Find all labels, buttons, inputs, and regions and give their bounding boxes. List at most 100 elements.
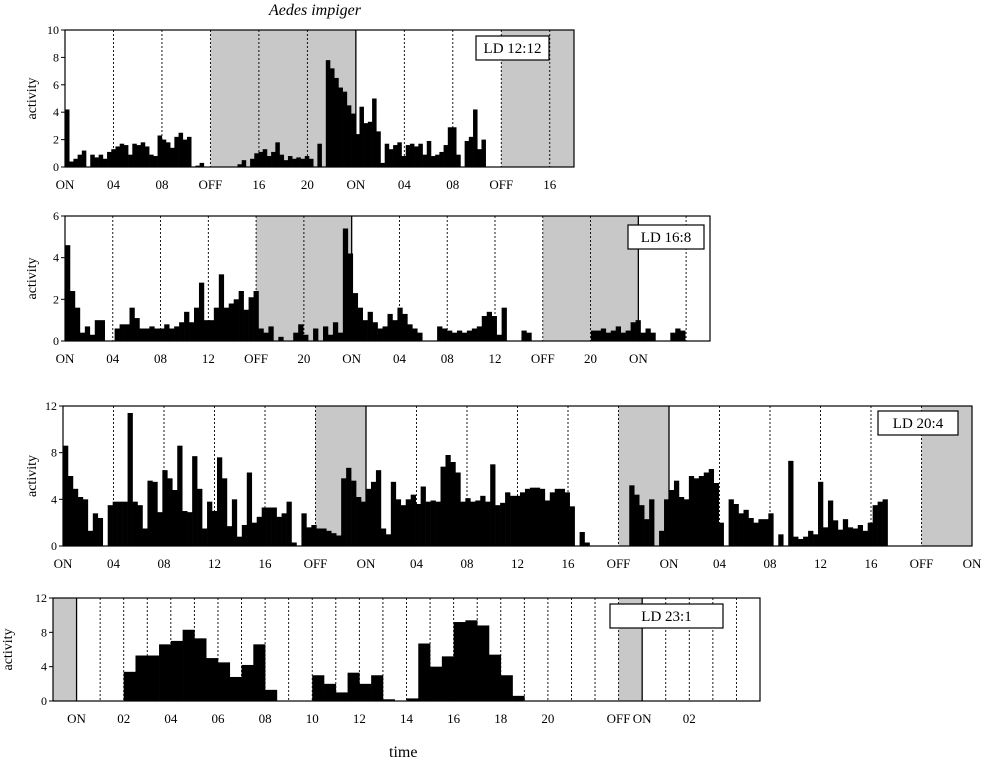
activity-bar <box>471 328 478 341</box>
activity-bar <box>464 140 470 167</box>
activity-bar <box>669 490 675 546</box>
y-tick-label: 0 <box>53 160 59 174</box>
activity-bar <box>177 445 183 546</box>
activity-bar <box>461 332 468 341</box>
activity-bar <box>275 142 280 167</box>
activity-bar <box>129 307 135 341</box>
activity-bar <box>743 509 749 546</box>
activity-bar <box>486 311 492 341</box>
activity-bar <box>102 158 108 167</box>
activity-bar <box>440 466 446 546</box>
activity-bar <box>409 143 415 167</box>
activity-bar <box>534 487 541 546</box>
activity-bar <box>397 142 402 167</box>
activity-bar <box>372 98 377 167</box>
activity-bar <box>313 328 319 341</box>
activity-bar <box>241 160 247 167</box>
activity-bar <box>69 291 76 341</box>
activity-bar <box>87 530 94 546</box>
activity-bar <box>407 324 413 341</box>
activity-bar <box>218 274 225 341</box>
activity-bar <box>283 160 289 167</box>
activity-bar <box>847 527 854 546</box>
activity-bar <box>137 505 143 546</box>
activity-bar <box>470 501 476 546</box>
activity-bar <box>495 505 501 546</box>
activity-bar <box>79 332 86 341</box>
activity-bar <box>380 528 387 546</box>
activity-bar <box>505 492 511 546</box>
x-tick-label: 08 <box>461 556 474 571</box>
activity-bar <box>254 153 259 167</box>
activity-bar <box>635 320 641 341</box>
activity-bar <box>673 480 680 546</box>
activity-bar <box>258 151 264 167</box>
activity-bar <box>738 513 744 546</box>
activity-bar <box>192 456 198 546</box>
activity-bar <box>111 149 116 167</box>
activity-bar <box>473 109 478 167</box>
activity-bar <box>346 467 352 546</box>
activity-bar <box>384 143 390 167</box>
activity-bar <box>326 530 332 546</box>
activity-bar <box>490 464 496 546</box>
activity-bar <box>443 145 449 167</box>
activity-bar <box>477 625 490 701</box>
y-tick-label: 4 <box>41 660 47 674</box>
activity-bar <box>395 499 402 546</box>
y-tick-label: 0 <box>41 694 47 708</box>
activity-bar <box>278 336 284 341</box>
activity-bar <box>253 644 266 701</box>
x-tick-label: ON <box>56 351 75 366</box>
legend-box <box>627 224 705 250</box>
activity-bar <box>73 158 78 167</box>
activity-bar <box>74 307 81 341</box>
activity-bar <box>430 156 436 167</box>
activity-bar <box>149 326 155 341</box>
activity-bar <box>182 511 188 546</box>
activity-bar <box>336 535 342 546</box>
activity-bar <box>362 320 368 341</box>
activity-bar <box>124 324 130 341</box>
activity-bar <box>147 480 153 546</box>
activity-bar <box>206 658 219 701</box>
activity-bar <box>763 519 769 546</box>
activity-bar <box>341 478 347 546</box>
y-tick-label: 0 <box>51 539 57 553</box>
x-tick-label: 16 <box>447 711 461 726</box>
activity-bar <box>161 139 167 167</box>
activity-bar <box>401 156 407 167</box>
activity-bar <box>178 132 184 167</box>
activity-bar <box>114 328 120 341</box>
activity-bar <box>324 683 337 701</box>
x-tick-label: 08 <box>764 556 777 571</box>
activity-bar <box>298 324 304 341</box>
activity-bar <box>370 481 377 546</box>
activity-bar <box>590 330 597 341</box>
activity-bar <box>325 60 331 167</box>
activity-bar <box>92 513 99 546</box>
legend-label: LD 12:12 <box>484 41 542 57</box>
activity-bar <box>308 158 314 167</box>
activity-bar <box>877 501 883 546</box>
activity-bar <box>82 499 89 546</box>
activity-bar <box>813 534 819 546</box>
activity-bar <box>115 146 120 167</box>
activity-bar <box>500 502 506 546</box>
activity-bar <box>872 505 878 546</box>
activity-bar <box>678 497 685 546</box>
activity-bar <box>321 528 327 546</box>
activity-bar <box>246 472 253 546</box>
chart-title: Aedes impiger <box>269 2 361 19</box>
activity-bar <box>442 328 448 341</box>
x-tick-label: 12 <box>202 351 215 366</box>
activity-bar <box>300 158 306 167</box>
activity-bar <box>199 162 205 167</box>
activity-bar <box>136 145 142 167</box>
activity-bar <box>629 485 635 546</box>
activity-bar <box>832 520 839 546</box>
x-tick-label: ON <box>56 177 75 192</box>
y-tick-label: 8 <box>41 625 47 639</box>
activity-bar <box>768 513 774 546</box>
activity-bar <box>758 519 764 546</box>
